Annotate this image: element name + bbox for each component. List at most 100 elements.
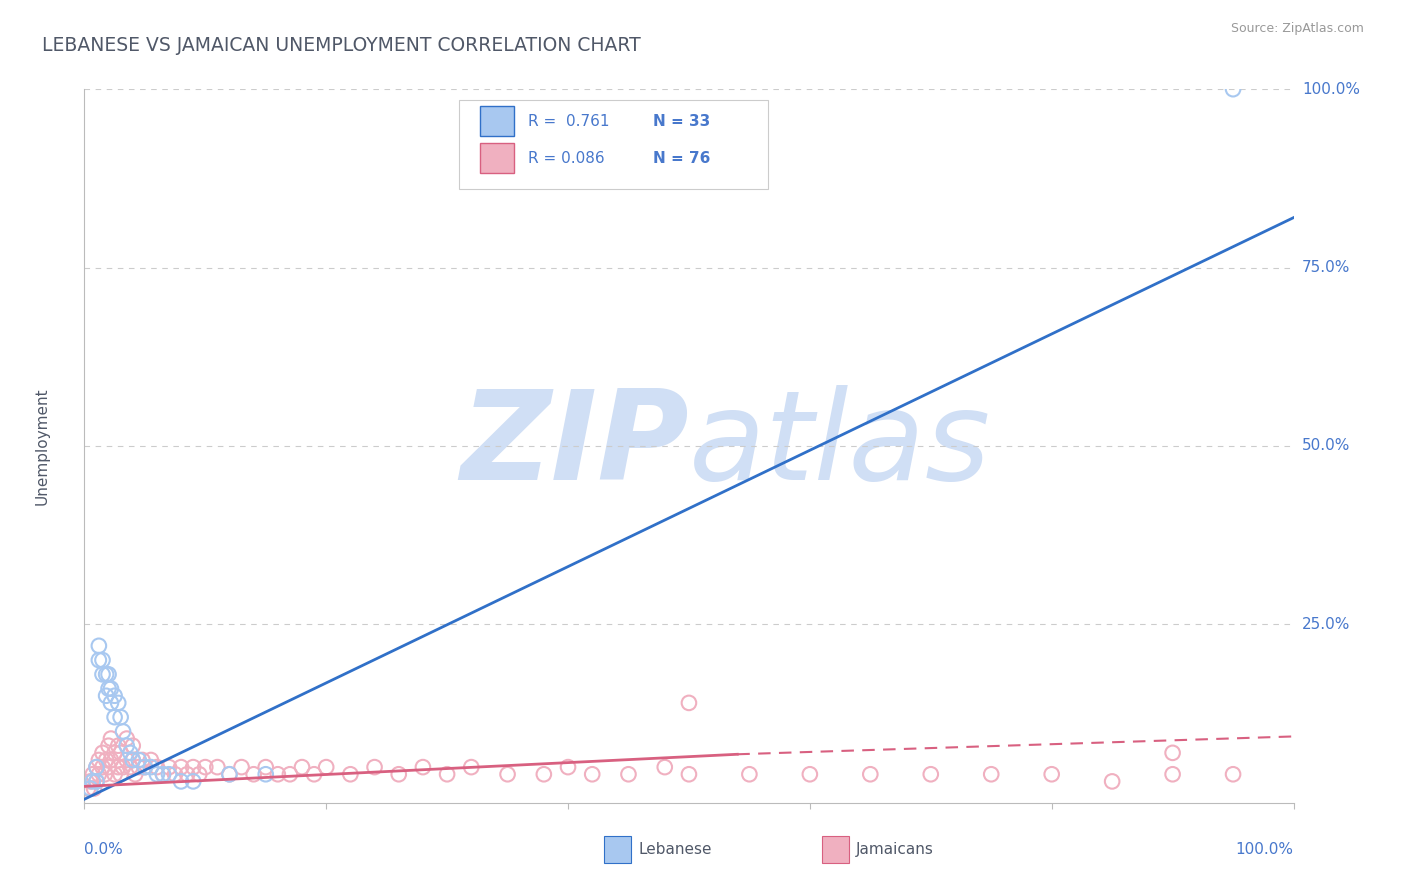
- Point: [94, 753, 117, 767]
- Point: [100, 731, 122, 746]
- Point: [242, 767, 264, 781]
- Point: [86, 760, 108, 774]
- Point: [110, 746, 132, 760]
- Point: [254, 760, 277, 774]
- Point: [254, 767, 277, 781]
- Point: [91, 653, 114, 667]
- Point: [533, 767, 555, 781]
- Point: [83, 781, 105, 796]
- Point: [94, 689, 117, 703]
- Point: [131, 753, 153, 767]
- Point: [107, 696, 129, 710]
- Point: [176, 767, 198, 781]
- Point: [363, 760, 385, 774]
- Point: [617, 767, 640, 781]
- Point: [82, 767, 104, 781]
- Point: [97, 667, 120, 681]
- Point: [678, 696, 700, 710]
- Point: [302, 767, 325, 781]
- Point: [181, 760, 204, 774]
- Point: [339, 767, 361, 781]
- Point: [678, 767, 700, 781]
- Point: [87, 767, 110, 781]
- Point: [115, 739, 138, 753]
- Point: [654, 760, 676, 774]
- Point: [436, 767, 458, 781]
- Point: [104, 767, 127, 781]
- Point: [91, 667, 114, 681]
- Point: [104, 710, 127, 724]
- Text: R = 0.086: R = 0.086: [529, 151, 605, 166]
- Point: [77, 781, 100, 796]
- Text: ZIP: ZIP: [460, 385, 689, 507]
- Point: [278, 767, 301, 781]
- Point: [1101, 774, 1123, 789]
- Point: [207, 760, 229, 774]
- Text: Source: ZipAtlas.com: Source: ZipAtlas.com: [1230, 22, 1364, 36]
- Point: [291, 760, 314, 774]
- Point: [218, 767, 240, 781]
- FancyBboxPatch shape: [460, 100, 768, 189]
- Point: [87, 653, 110, 667]
- Point: [859, 767, 882, 781]
- Point: [557, 760, 579, 774]
- Point: [920, 767, 942, 781]
- Point: [120, 746, 142, 760]
- Point: [104, 689, 127, 703]
- Text: Jamaicans: Jamaicans: [856, 842, 934, 857]
- Point: [86, 774, 108, 789]
- Point: [460, 760, 482, 774]
- Point: [112, 760, 135, 774]
- Point: [82, 774, 104, 789]
- Point: [97, 739, 120, 753]
- Point: [146, 760, 169, 774]
- Point: [412, 760, 434, 774]
- Text: 25.0%: 25.0%: [1302, 617, 1350, 632]
- Point: [121, 739, 143, 753]
- Point: [738, 767, 761, 781]
- Point: [128, 760, 150, 774]
- Point: [496, 767, 519, 781]
- Point: [91, 760, 114, 774]
- Point: [91, 746, 114, 760]
- Text: 100.0%: 100.0%: [1236, 842, 1294, 857]
- Point: [86, 760, 108, 774]
- Point: [388, 767, 411, 781]
- Point: [107, 760, 129, 774]
- Point: [139, 760, 162, 774]
- Point: [1161, 767, 1184, 781]
- Point: [94, 667, 117, 681]
- Point: [188, 767, 211, 781]
- Point: [139, 753, 162, 767]
- Point: [86, 774, 108, 789]
- Point: [163, 767, 186, 781]
- Point: [231, 760, 253, 774]
- Point: [115, 731, 138, 746]
- Point: [152, 767, 174, 781]
- Point: [121, 753, 143, 767]
- Point: [110, 767, 132, 781]
- Text: 75.0%: 75.0%: [1302, 260, 1350, 275]
- Text: 50.0%: 50.0%: [1302, 439, 1350, 453]
- Point: [157, 760, 180, 774]
- Point: [94, 767, 117, 781]
- Point: [87, 753, 110, 767]
- Text: R =  0.761: R = 0.761: [529, 114, 610, 128]
- Text: 0.0%: 0.0%: [84, 842, 124, 857]
- Point: [157, 767, 180, 781]
- Point: [194, 760, 217, 774]
- Point: [97, 760, 120, 774]
- Point: [581, 767, 603, 781]
- Bar: [479, 144, 513, 173]
- Text: N = 33: N = 33: [652, 114, 710, 128]
- Point: [124, 767, 146, 781]
- Text: 100.0%: 100.0%: [1302, 82, 1360, 96]
- Point: [100, 681, 122, 696]
- Point: [1040, 767, 1063, 781]
- Point: [170, 774, 193, 789]
- Text: Unemployment: Unemployment: [35, 387, 49, 505]
- Point: [1222, 767, 1244, 781]
- Point: [87, 639, 110, 653]
- Text: atlas: atlas: [689, 385, 991, 507]
- Point: [980, 767, 1002, 781]
